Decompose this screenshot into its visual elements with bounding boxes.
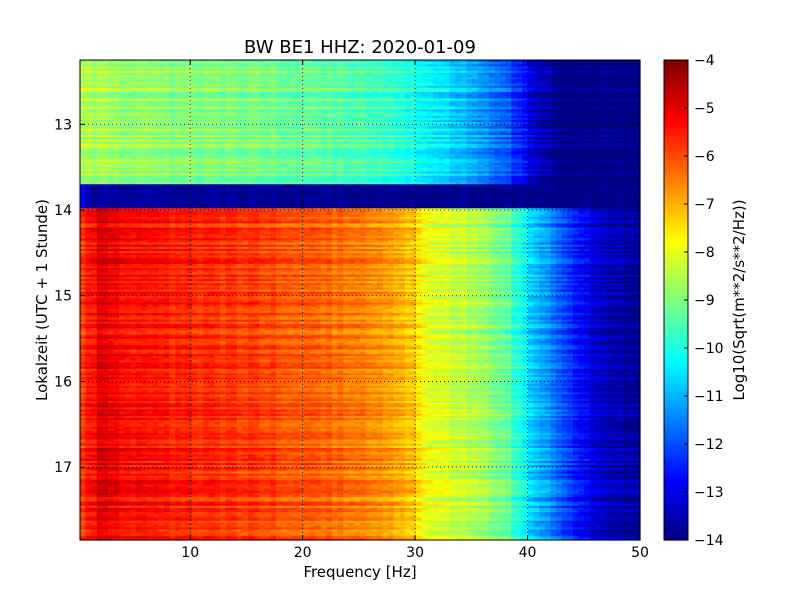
spectrogram-chart: BW BE1 HHZ: 2020-01-09 10 20 30 40 50 131415… bbox=[0, 0, 800, 600]
chart-title: BW BE1 HHZ: 2020-01-09 bbox=[244, 37, 476, 58]
heatmap-segment bbox=[80, 60, 641, 185]
heatmap-cells bbox=[80, 60, 641, 541]
spectrogram-figure: BW BE1 HHZ: 2020-01-09 10 20 30 40 50 13 14 15… bbox=[0, 0, 800, 600]
